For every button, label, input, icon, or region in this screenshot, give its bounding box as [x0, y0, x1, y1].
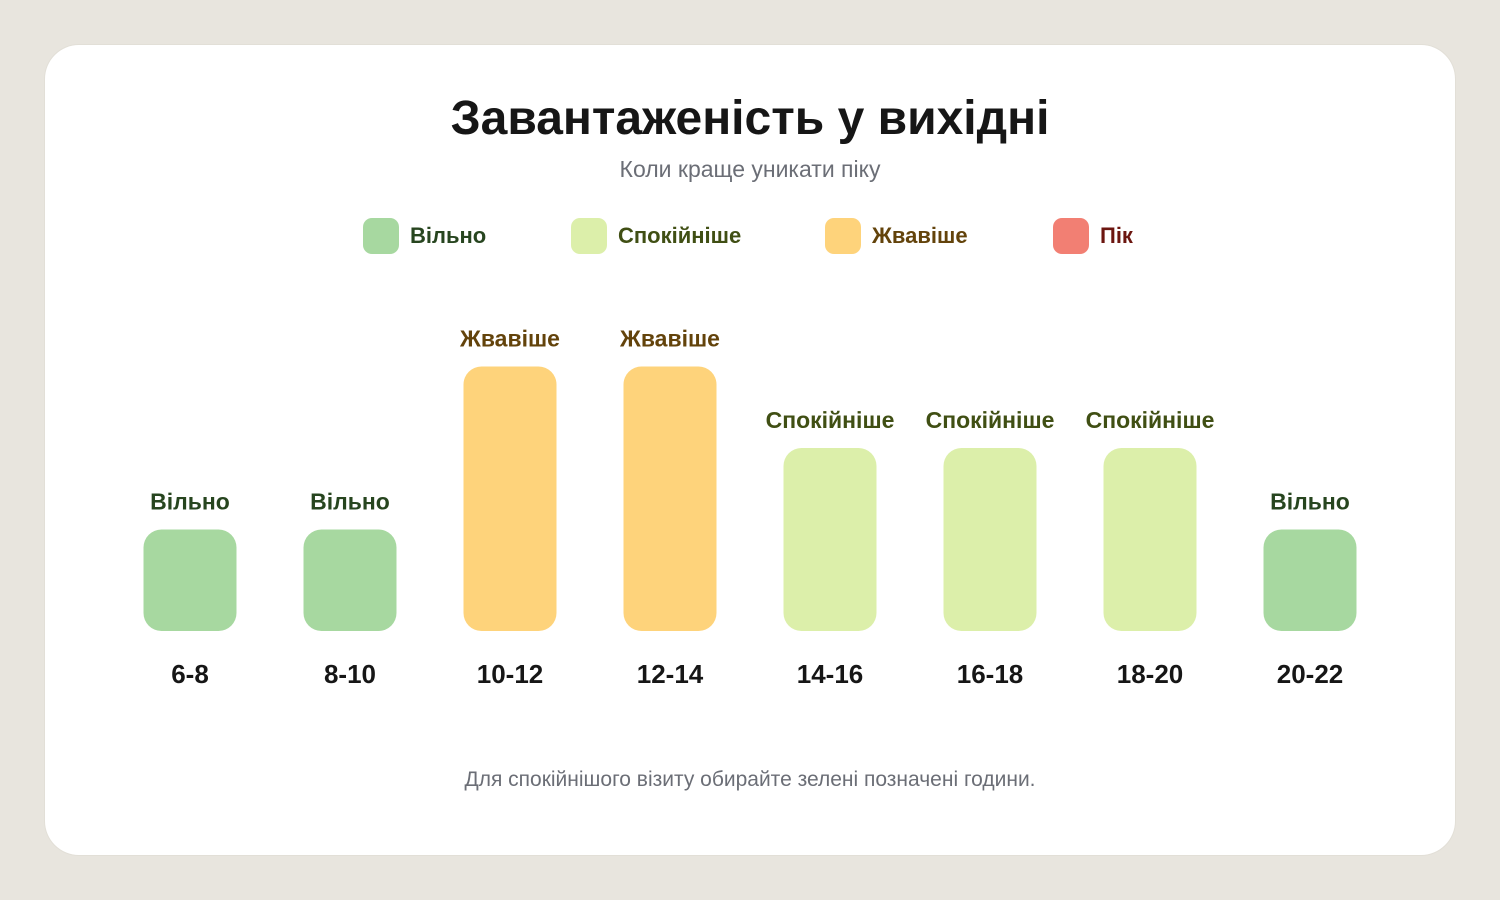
- bar-value-label: Спокійніше: [1086, 407, 1215, 433]
- chart-subtitle: Коли краще уникати піку: [619, 156, 881, 182]
- bar-value-label: Вільно: [1270, 489, 1350, 515]
- x-tick-label: 14-16: [797, 659, 864, 689]
- chart-card: Завантаженість у вихідні Коли краще уник…: [45, 45, 1455, 855]
- legend-swatch-busy: [825, 218, 861, 254]
- x-tick-label: 6-8: [171, 659, 209, 689]
- legend-label-busy: Жвавіше: [872, 223, 968, 248]
- legend-item-peak: Пік: [1053, 218, 1133, 254]
- bar-18-20: [1103, 448, 1197, 631]
- x-tick-label: 20-22: [1277, 659, 1344, 689]
- bar-12-14: [623, 366, 717, 631]
- bar-value-label: Жвавіше: [619, 326, 720, 352]
- legend-item-busy: Жвавіше: [825, 218, 968, 254]
- x-tick-label: 18-20: [1117, 659, 1184, 689]
- legend-label-calm: Спокійніше: [618, 223, 742, 248]
- bar-20-22: [1263, 529, 1357, 631]
- bar-value-label: Жвавіше: [459, 326, 560, 352]
- bar-value-label: Вільно: [310, 489, 390, 515]
- legend-item-calm: Спокійніше: [571, 218, 741, 254]
- x-tick-label: 10-12: [477, 659, 544, 689]
- bar-value-label: Спокійніше: [766, 407, 895, 433]
- legend-swatch-free: [363, 218, 399, 254]
- chart-title: Завантаженість у вихідні: [450, 92, 1050, 145]
- bar-14-16: [783, 448, 877, 631]
- bar-6-8: [143, 529, 237, 631]
- bar-value-label: Спокійніше: [926, 407, 1055, 433]
- legend-label-free: Вільно: [410, 223, 487, 248]
- x-tick-label: 16-18: [957, 659, 1024, 689]
- footer-note: Для спокійнішого візиту обирайте зелені …: [464, 768, 1036, 791]
- bar-value-label: Вільно: [150, 489, 230, 515]
- legend-label-peak: Пік: [1100, 223, 1133, 248]
- bar-10-12: [463, 366, 557, 631]
- x-tick-label: 8-10: [324, 659, 376, 689]
- bar-16-18: [943, 448, 1037, 631]
- x-tick-label: 12-14: [637, 659, 704, 689]
- legend-item-free: Вільно: [363, 218, 486, 254]
- legend-swatch-peak: [1053, 218, 1089, 254]
- bar-chart: Вільно 6-8 Вільно 8-10 Жвавіше 10-12 Жвавіше 12…: [143, 326, 1357, 689]
- legend-swatch-calm: [571, 218, 607, 254]
- bar-8-10: [303, 529, 397, 631]
